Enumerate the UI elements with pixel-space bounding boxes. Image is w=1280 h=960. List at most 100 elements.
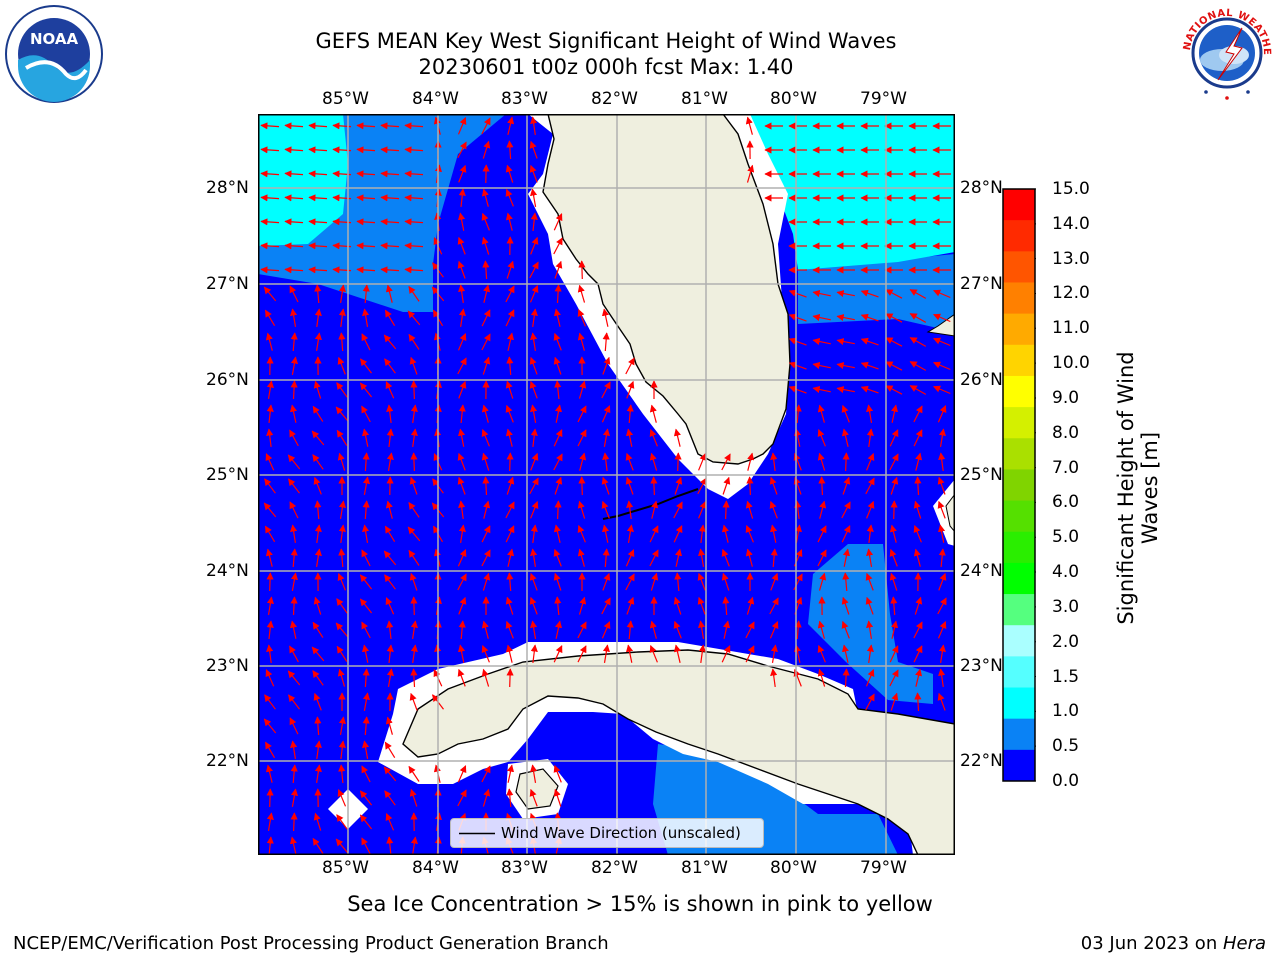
wind-wave-arrow: [626, 500, 634, 519]
wind-wave-arrow: [578, 476, 586, 496]
wind-wave-arrow: [673, 596, 682, 615]
wind-wave-arrow: [889, 645, 899, 663]
colorbar-band: [1003, 438, 1035, 470]
wind-wave-arrow: [770, 668, 778, 687]
wind-wave-arrow: [530, 116, 538, 135]
wind-wave-arrow: [458, 596, 467, 615]
wind-wave-arrow: [385, 716, 393, 735]
wind-wave-arrow: [360, 358, 372, 374]
wind-wave-arrow: [308, 218, 328, 226]
wind-wave-arrow: [836, 337, 855, 346]
wind-wave-arrow: [860, 313, 879, 322]
colorbar-band: [1003, 220, 1035, 252]
wind-wave-arrow: [529, 380, 538, 399]
wind-wave-arrow: [817, 549, 827, 567]
wind-wave-arrow: [577, 429, 587, 447]
wind-wave-arrow: [290, 308, 298, 327]
wind-wave-arrow: [312, 670, 324, 686]
wind-wave-arrow: [386, 620, 394, 639]
wind-wave-arrow: [266, 572, 274, 592]
wind-wave-arrow: [481, 620, 489, 639]
wind-wave-arrow: [842, 476, 851, 495]
wind-wave-arrow: [362, 308, 370, 327]
wind-wave-arrow: [457, 333, 467, 351]
wind-wave-arrow: [457, 357, 467, 375]
wind-wave-arrow: [457, 428, 466, 447]
wind-wave-arrow: [264, 309, 276, 327]
wind-wave-arrow: [506, 476, 515, 495]
wind-wave-arrow: [385, 381, 395, 399]
wind-wave-arrow: [673, 644, 681, 663]
wind-wave-arrow: [817, 668, 826, 687]
wind-wave-arrow: [383, 550, 397, 566]
wind-wave-arrow: [314, 740, 322, 759]
map-legend: Wind Wave Direction (unscaled): [450, 818, 764, 848]
lon-label-top: 80°W: [770, 89, 817, 109]
wind-wave-arrow: [312, 454, 324, 470]
wind-wave-arrow: [529, 477, 539, 495]
lat-label-right: 25°N: [960, 465, 1003, 485]
wind-wave-arrow: [812, 385, 831, 394]
wind-wave-arrow: [290, 332, 298, 352]
wind-wave-arrow: [505, 404, 514, 423]
wind-wave-arrow: [457, 476, 466, 495]
wind-wave-arrow: [553, 308, 561, 327]
wind-wave-arrow: [481, 765, 491, 783]
chart-title-line2: 20230601 t00z 000h fcst Max: 1.40: [418, 55, 794, 79]
wind-wave-arrow: [308, 122, 328, 130]
lon-label-top: 81°W: [681, 89, 728, 109]
wind-wave-arrow: [914, 476, 922, 496]
wind-wave-arrow: [746, 596, 755, 615]
wind-wave-arrow: [578, 380, 587, 399]
wind-wave-arrow: [577, 645, 587, 663]
wind-wave-arrow: [265, 764, 273, 783]
wind-wave-arrow: [410, 452, 418, 472]
wind-wave-arrow: [649, 620, 657, 639]
wind-wave-arrow: [836, 385, 855, 394]
wind-wave-arrow: [889, 669, 899, 687]
wind-wave-arrow: [625, 573, 635, 591]
lon-label-top: 82°W: [591, 89, 638, 109]
wind-wave-arrow: [577, 405, 587, 423]
wind-wave-arrow: [407, 310, 421, 326]
wind-wave-arrow: [913, 645, 923, 663]
footer-right: 03 Jun 2023 on Hera: [1080, 933, 1266, 954]
wind-wave-arrow: [266, 836, 274, 855]
colorbar-band: [1003, 344, 1035, 377]
wind-wave-arrow: [386, 644, 394, 663]
wind-wave-arrow: [698, 548, 706, 567]
colorbar-band: [1003, 687, 1035, 720]
wind-wave-arrow: [338, 524, 346, 543]
wind-wave-arrow: [937, 405, 947, 423]
wind-wave-arrow: [841, 501, 851, 519]
wind-wave-arrow: [817, 404, 825, 423]
wind-wave-arrow: [289, 645, 299, 663]
wind-wave-arrow: [457, 117, 467, 135]
wind-wave-arrow: [380, 146, 400, 154]
lat-label-right: 27°N: [960, 274, 1003, 294]
wind-wave-arrow: [314, 764, 322, 783]
wind-wave-arrow: [356, 266, 376, 274]
colorbar-tick-label: 8.0: [1052, 422, 1080, 443]
wind-wave-arrow: [602, 572, 611, 591]
wind-wave-arrow: [506, 572, 514, 592]
wind-wave-arrow: [601, 476, 610, 495]
wind-wave-arrow: [386, 668, 394, 687]
wind-wave-arrow: [554, 260, 563, 279]
wind-wave-arrow: [507, 332, 515, 351]
wind-wave-arrow: [457, 212, 466, 231]
wind-wave-arrow: [530, 452, 539, 471]
wind-wave-arrow: [865, 477, 875, 495]
wind-wave-arrow: [481, 188, 489, 207]
wind-wave-arrow: [457, 549, 467, 567]
wind-wave-arrow: [361, 428, 370, 447]
wind-wave-arrow: [338, 332, 346, 352]
wind-wave-arrow: [745, 645, 755, 663]
wind-wave-arrow: [362, 668, 370, 688]
wind-wave-arrow: [909, 289, 927, 299]
wind-wave-arrow: [408, 286, 420, 302]
wind-wave-arrow: [914, 596, 923, 615]
wind-wave-arrow: [458, 500, 466, 519]
wind-wave-arrow: [290, 524, 298, 543]
land-cuba: [402, 649, 955, 855]
